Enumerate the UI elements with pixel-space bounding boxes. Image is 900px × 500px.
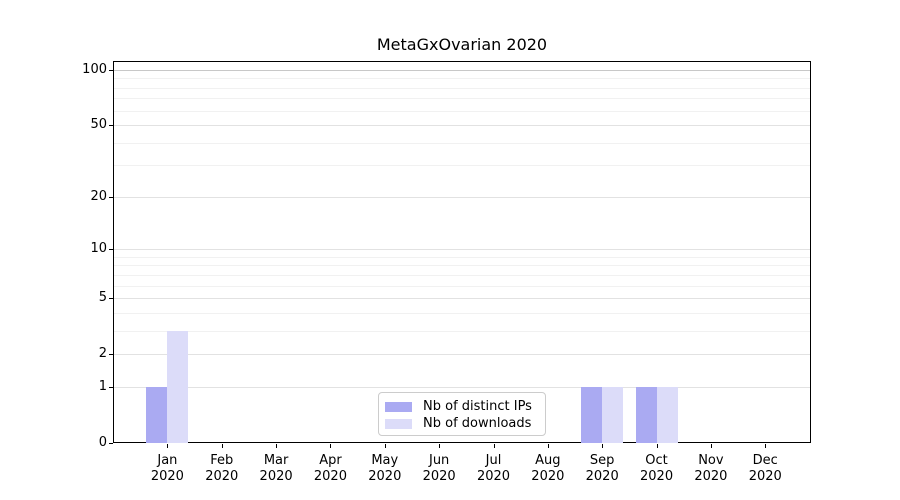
y-tick-mark (109, 125, 113, 127)
x-tick-mark (439, 444, 441, 448)
y-gridline-major (114, 70, 810, 71)
y-gridline-minor (114, 312, 810, 314)
bar-downloads (167, 330, 189, 443)
legend: Nb of distinct IPs Nb of downloads (378, 392, 546, 436)
y-axis-tick-label: 0 (98, 435, 107, 450)
y-gridline-major (114, 298, 810, 300)
x-axis-tick-label: May 2020 (368, 453, 402, 484)
bar-distinct-ips (635, 386, 657, 443)
x-axis-tick-label: Jun 2020 (422, 453, 456, 484)
y-axis-tick-label: 20 (90, 188, 107, 204)
bar-distinct-ips (146, 386, 168, 443)
y-tick-mark (109, 354, 113, 356)
y-gridline-minor (114, 142, 810, 144)
x-axis-tick-label: Jul 2020 (476, 453, 511, 484)
x-axis-tick-label: Oct 2020 (640, 453, 674, 484)
bar-downloads (602, 386, 624, 443)
y-gridline-major (114, 386, 810, 388)
y-tick-mark (109, 443, 113, 444)
legend-label: Nb of distinct IPs (423, 399, 532, 414)
y-gridline-minor (114, 87, 810, 89)
y-gridline-major (114, 249, 810, 251)
x-axis-tick-label: Mar 2020 (259, 453, 293, 484)
x-tick-mark (221, 444, 223, 448)
x-tick-mark (167, 444, 169, 448)
y-axis-tick-label: 2 (98, 346, 107, 362)
bar-distinct-ips (581, 386, 603, 443)
y-tick-mark (109, 70, 113, 71)
x-tick-mark (330, 444, 332, 448)
y-gridline-minor (114, 256, 810, 258)
y-gridline-minor (114, 98, 810, 100)
y-gridline-minor (114, 110, 810, 112)
y-gridline-major (114, 196, 810, 198)
x-axis-tick-label: Jan 2020 (150, 453, 184, 484)
y-axis-tick-label: 50 (90, 117, 107, 133)
x-axis-tick-label: Dec 2020 (748, 453, 782, 484)
x-tick-mark (493, 444, 495, 448)
y-axis-tick-label: 5 (98, 290, 107, 306)
legend-label: Nb of downloads (423, 416, 532, 431)
x-axis-tick-label: Aug 2020 (531, 453, 565, 484)
x-axis-tick-label: Apr 2020 (313, 453, 347, 484)
x-tick-mark (765, 444, 767, 448)
x-tick-mark (384, 444, 386, 448)
y-gridline-minor (114, 330, 810, 332)
legend-row: Nb of downloads (385, 416, 545, 431)
x-tick-mark (547, 444, 549, 448)
y-tick-mark (109, 196, 113, 198)
y-gridline-major (114, 354, 810, 356)
y-gridline-minor (114, 78, 810, 80)
x-axis-tick-label: Feb 2020 (205, 453, 239, 484)
x-tick-mark (710, 444, 712, 448)
legend-swatch-distinct-ips (385, 401, 412, 412)
y-gridline-major (114, 125, 810, 127)
y-gridline-minor (114, 265, 810, 267)
chart-title: MetaGxOvarian 2020 (376, 35, 548, 54)
legend-row: Nb of distinct IPs (385, 399, 545, 414)
x-axis-tick-label: Nov 2020 (694, 453, 728, 484)
x-tick-mark (276, 444, 278, 448)
y-axis-tick-label: 1 (98, 378, 107, 394)
y-tick-mark (109, 386, 113, 388)
x-tick-mark (656, 444, 658, 448)
y-tick-mark (109, 298, 113, 300)
x-tick-mark (602, 444, 604, 448)
x-axis-tick-label: Sep 2020 (585, 453, 619, 484)
y-gridline-minor (114, 274, 810, 276)
bar-downloads (656, 386, 678, 443)
legend-swatch-downloads (385, 418, 412, 429)
y-gridline-minor (114, 285, 810, 287)
y-gridline-minor (114, 165, 810, 167)
y-axis-tick-label: 10 (90, 241, 107, 257)
plot-area (113, 61, 811, 443)
y-axis-tick-label: 100 (82, 62, 107, 77)
y-tick-mark (109, 249, 113, 251)
